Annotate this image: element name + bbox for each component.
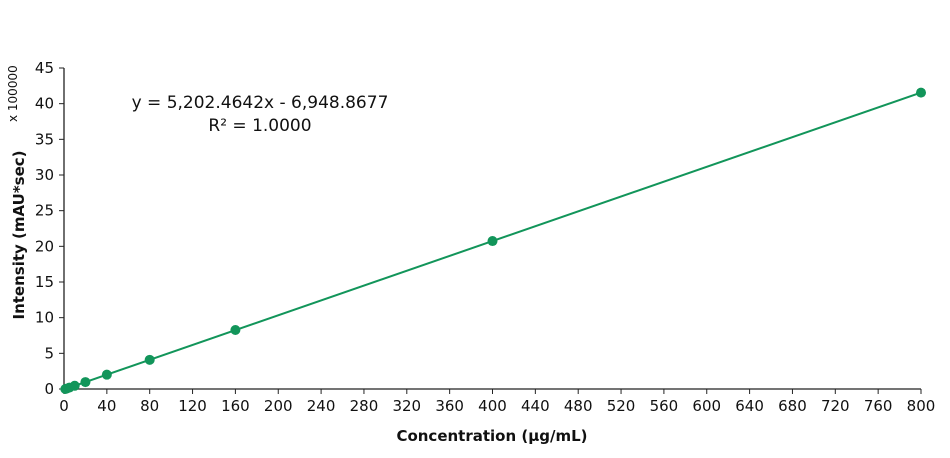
x-tick-label: 560: [650, 397, 679, 415]
data-point: [487, 236, 498, 247]
x-tick-label: 720: [821, 397, 850, 415]
x-tick-label: 800: [907, 397, 936, 415]
x-tick-label: 200: [264, 397, 293, 415]
x-tick-label: 640: [735, 397, 764, 415]
y-tick-label: 15: [35, 273, 54, 291]
y-tick-label: 10: [35, 309, 54, 327]
x-tick-label: 520: [607, 397, 636, 415]
x-tick-label: 680: [778, 397, 807, 415]
y-tick-label: 20: [35, 237, 54, 255]
data-point: [916, 87, 926, 98]
x-tick-label: 360: [435, 397, 464, 415]
equation-label: y = 5,202.4642x - 6,948.8677: [132, 93, 389, 113]
y-tick-label: 5: [44, 344, 54, 362]
data-point: [144, 354, 155, 365]
y-tick-label: 45: [35, 59, 54, 77]
x-tick-label: 0: [59, 397, 69, 415]
x-tick-label: 400: [478, 397, 507, 415]
data-point: [101, 369, 112, 380]
x-axis-label: Concentration (µg/mL): [396, 427, 587, 445]
r-squared-label: R² = 1.0000: [208, 116, 311, 136]
x-tick-label: 40: [97, 397, 116, 415]
data-point: [69, 380, 80, 391]
y-tick-label: 0: [44, 380, 54, 398]
x-tick-label: 160: [221, 397, 250, 415]
data-point: [230, 325, 241, 336]
y-multiplier-label: x 100000: [6, 65, 20, 122]
x-tick-label: 600: [692, 397, 721, 415]
y-tick-label: 30: [35, 166, 54, 184]
x-tick-label: 480: [564, 397, 593, 415]
x-tick-label: 440: [521, 397, 550, 415]
x-tick-label: 320: [392, 397, 421, 415]
y-axis-label: Intensity (mAU*sec): [10, 150, 28, 319]
data-point: [80, 377, 91, 388]
x-tick-label: 80: [140, 397, 159, 415]
x-tick-label: 760: [864, 397, 893, 415]
y-tick-label: 40: [35, 95, 54, 113]
x-tick-label: 240: [307, 397, 336, 415]
x-tick-label: 280: [350, 397, 379, 415]
y-tick-label: 25: [35, 202, 54, 220]
y-tick-label: 35: [35, 130, 54, 148]
x-tick-label: 120: [178, 397, 207, 415]
